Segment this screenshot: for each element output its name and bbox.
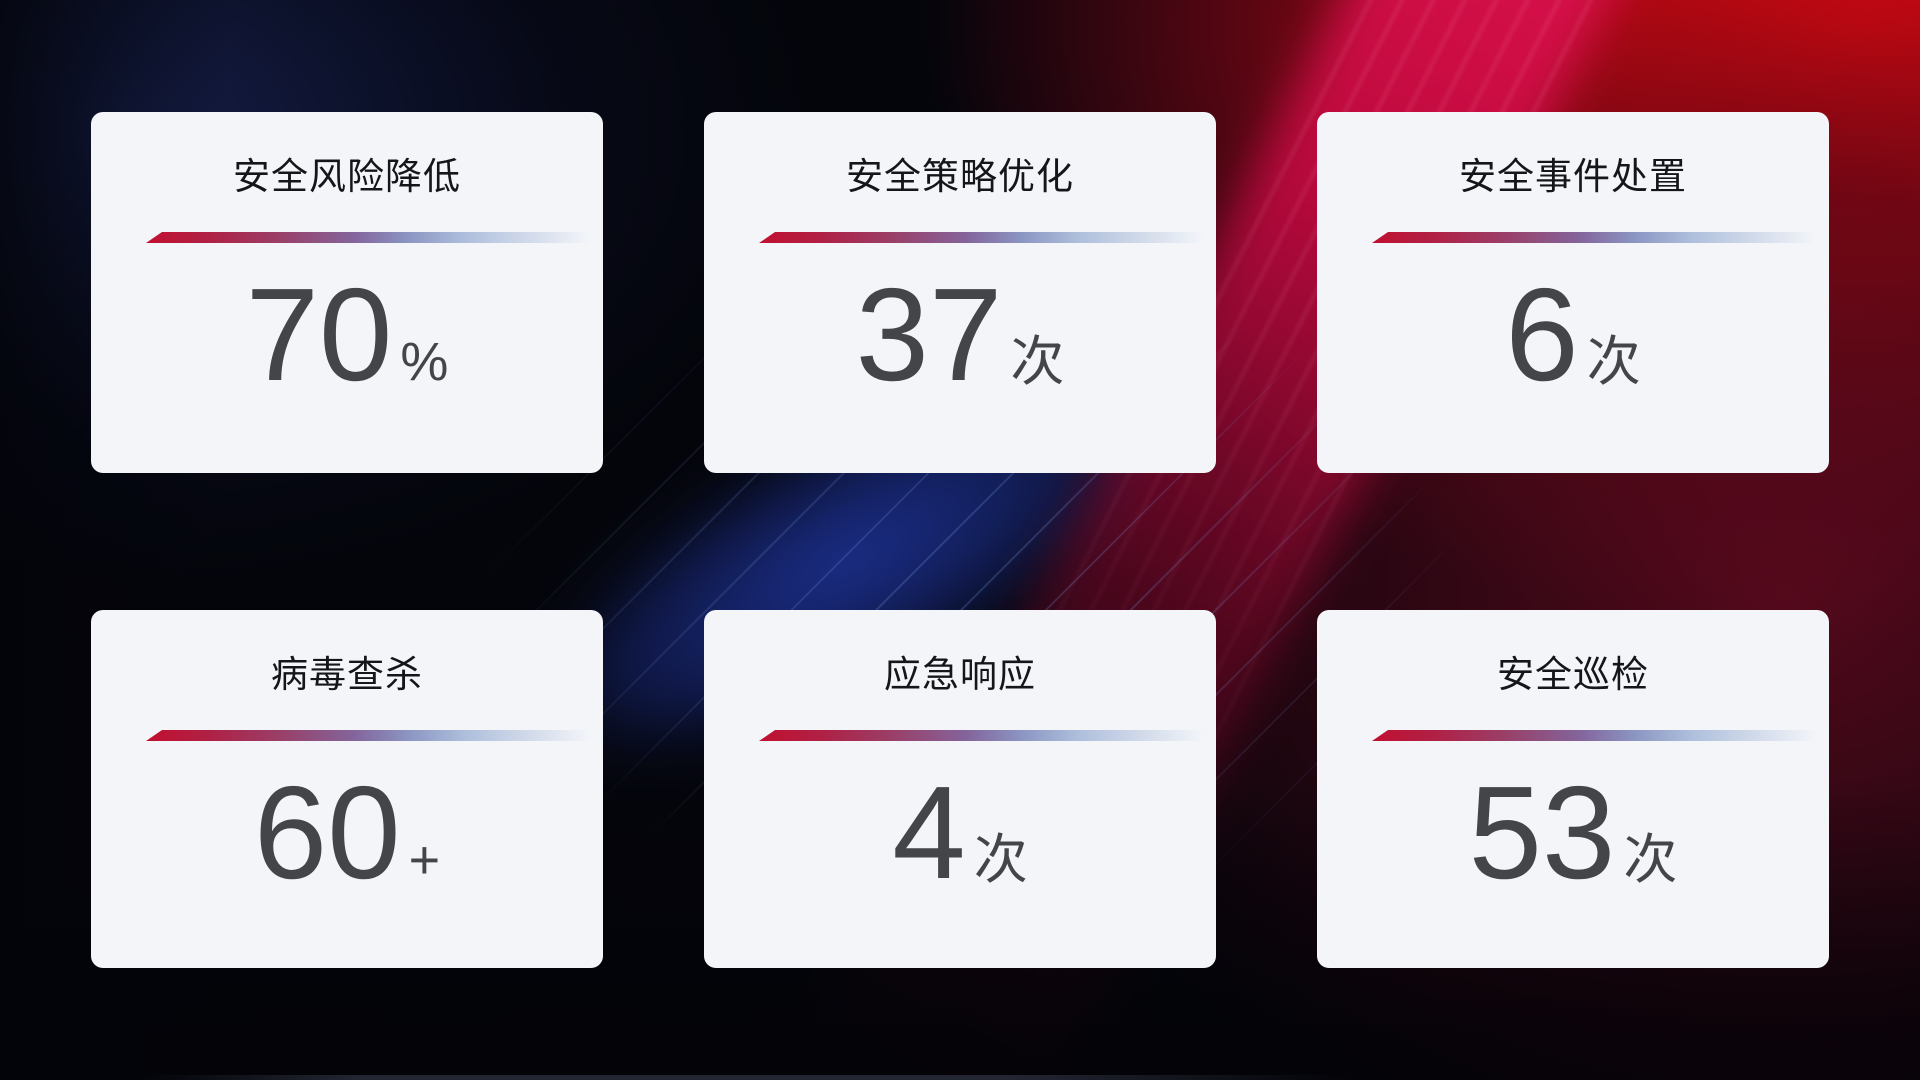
card-unit: 次 bbox=[1623, 830, 1678, 890]
card-value: 53 bbox=[1468, 759, 1616, 906]
card-unit: 次 bbox=[1010, 332, 1065, 392]
card-value-row: 4 次 bbox=[892, 767, 1027, 899]
card-title: 安全风险降低 bbox=[233, 156, 461, 197]
gradient-divider bbox=[759, 730, 1203, 741]
card-title: 应急响应 bbox=[884, 654, 1036, 695]
card-value-row: 60 + bbox=[254, 767, 440, 899]
card-value-row: 70 % bbox=[246, 269, 449, 401]
card-value-row: 37 次 bbox=[856, 269, 1065, 401]
stat-card-virus-scan: 病毒查杀 60 + bbox=[91, 610, 603, 968]
stat-card-emergency-response: 应急响应 4 次 bbox=[704, 610, 1216, 968]
card-value-row: 53 次 bbox=[1469, 767, 1678, 899]
gradient-divider bbox=[1372, 730, 1816, 741]
gradient-divider bbox=[1372, 232, 1816, 243]
stat-card-policy-optimization: 安全策略优化 37 次 bbox=[704, 112, 1216, 473]
gradient-divider bbox=[146, 232, 590, 243]
card-title: 病毒查杀 bbox=[271, 654, 423, 695]
card-unit: 次 bbox=[1586, 332, 1641, 392]
card-unit: % bbox=[400, 332, 449, 392]
stat-card-security-risk-reduction: 安全风险降低 70 % bbox=[91, 112, 603, 473]
card-value: 37 bbox=[855, 261, 1003, 408]
stat-card-incident-handling: 安全事件处置 6 次 bbox=[1317, 112, 1829, 473]
gradient-divider bbox=[759, 232, 1203, 243]
card-value-row: 6 次 bbox=[1505, 269, 1640, 401]
card-value: 60 bbox=[253, 759, 401, 906]
card-title: 安全巡检 bbox=[1497, 654, 1649, 695]
card-value: 6 bbox=[1505, 261, 1579, 408]
stat-card-security-inspection: 安全巡检 53 次 bbox=[1317, 610, 1829, 968]
card-title: 安全策略优化 bbox=[846, 156, 1074, 197]
card-title: 安全事件处置 bbox=[1459, 156, 1687, 197]
card-value: 4 bbox=[892, 759, 966, 906]
card-unit: + bbox=[408, 830, 441, 890]
card-unit: 次 bbox=[973, 830, 1028, 890]
gradient-divider bbox=[146, 730, 590, 741]
card-value: 70 bbox=[245, 261, 393, 408]
